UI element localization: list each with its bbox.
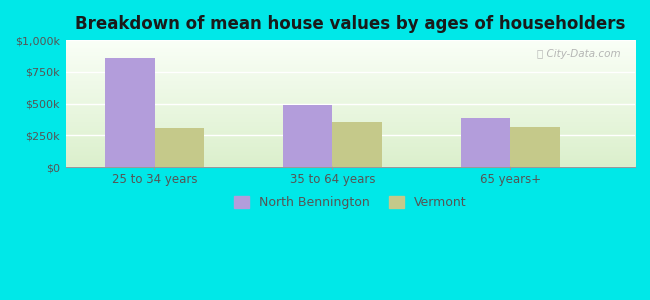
Bar — [105, 58, 155, 167]
Text: ⓘ City-Data.com: ⓘ City-Data.com — [537, 49, 621, 59]
Bar — [510, 127, 560, 167]
Bar — [461, 118, 510, 167]
Bar — [155, 128, 204, 167]
Bar — [283, 105, 333, 167]
Bar — [333, 122, 382, 167]
Title: Breakdown of mean house values by ages of householders: Breakdown of mean house values by ages o… — [75, 15, 625, 33]
Legend: North Bennington, Vermont: North Bennington, Vermont — [229, 191, 471, 214]
